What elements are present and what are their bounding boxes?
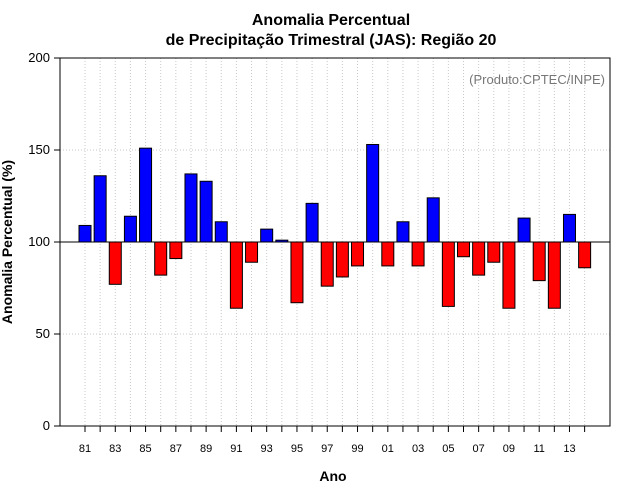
bar-08 [487, 241, 501, 263]
bar-98 [335, 241, 349, 278]
x-tick-label: 01 [382, 443, 394, 455]
bar-02 [396, 221, 410, 243]
bar-93 [260, 228, 274, 243]
bar-97 [320, 241, 334, 287]
y-tick-label: 50 [36, 326, 50, 341]
x-tick-label: 13 [563, 443, 575, 455]
x-tick-label: 97 [321, 443, 333, 455]
bar-83 [108, 241, 122, 285]
x-tick-label: 09 [503, 443, 515, 455]
y-tick-label: 200 [28, 50, 50, 65]
x-tick-label: 87 [170, 443, 182, 455]
bar-81 [78, 224, 92, 243]
bar-05 [441, 241, 455, 307]
x-tick-label: 03 [412, 443, 424, 455]
bar-09 [502, 241, 516, 309]
x-tick-label: 85 [139, 443, 151, 455]
product-credit: (Produto:CPTEC/INPE) [469, 72, 605, 87]
bar-04 [426, 197, 440, 243]
y-axis: 0 50 100 150 200 [28, 50, 60, 433]
bar-12 [547, 241, 561, 309]
y-tick-label: 100 [28, 234, 50, 249]
x-axis: 81 83 85 87 89 91 93 95 97 99 01 03 05 07 09 11 13 [79, 426, 586, 455]
x-tick-label: 99 [351, 443, 363, 455]
bar-01 [381, 241, 395, 267]
x-tick-label: 07 [473, 443, 485, 455]
bar-84 [123, 215, 137, 243]
bar-92 [245, 241, 259, 263]
bar-87 [169, 241, 183, 260]
bar-86 [154, 241, 168, 276]
chart-title-line-2: de Precipitação Trimestral (JAS): Região… [166, 32, 497, 49]
x-axis-label: Ano [319, 468, 346, 484]
bar-99 [351, 241, 365, 267]
bar-00 [366, 143, 380, 243]
bar-88 [184, 173, 198, 243]
bar-89 [199, 180, 213, 243]
bar-82 [93, 175, 107, 243]
y-tick-label: 150 [28, 142, 50, 157]
bar-11 [532, 241, 546, 282]
bar-91 [229, 241, 243, 309]
bar-10 [517, 217, 531, 243]
bar-90 [214, 221, 228, 243]
x-tick-label: 95 [291, 443, 303, 455]
x-tick-label: 91 [230, 443, 242, 455]
x-tick-label: 81 [79, 443, 91, 455]
x-tick-label: 93 [261, 443, 273, 455]
bar-03 [411, 241, 425, 267]
x-tick-label: 83 [109, 443, 121, 455]
x-tick-label: 05 [442, 443, 454, 455]
bar-06 [457, 241, 470, 258]
bar-95 [290, 241, 304, 304]
chart-title-line-1: Anomalia Percentual [252, 12, 410, 29]
x-tick-label: 89 [200, 443, 212, 455]
bar-07 [472, 241, 486, 276]
bar-layer [78, 143, 592, 309]
y-axis-label: Anomalia Percentual (%) [0, 160, 15, 324]
bar-96 [305, 202, 319, 243]
bar-14 [578, 241, 592, 269]
x-tick-label: 11 [533, 443, 544, 455]
y-tick-label: 0 [43, 418, 50, 433]
bar-85 [139, 147, 153, 243]
bar-13 [562, 213, 576, 243]
